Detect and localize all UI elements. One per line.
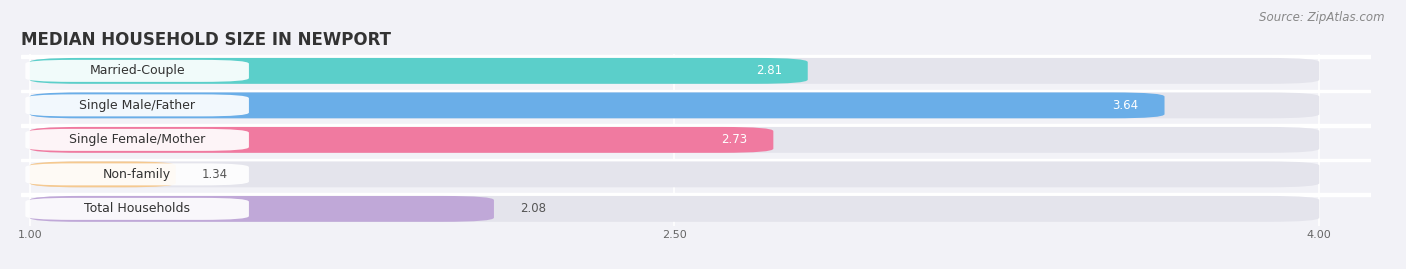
FancyBboxPatch shape xyxy=(30,161,176,187)
Text: 1.34: 1.34 xyxy=(201,168,228,181)
Text: Married-Couple: Married-Couple xyxy=(90,64,186,77)
FancyBboxPatch shape xyxy=(30,196,1319,222)
FancyBboxPatch shape xyxy=(30,58,1319,84)
FancyBboxPatch shape xyxy=(25,198,249,220)
Text: 3.64: 3.64 xyxy=(1112,99,1139,112)
FancyBboxPatch shape xyxy=(25,129,249,151)
Text: 2.08: 2.08 xyxy=(520,202,546,215)
Bar xyxy=(21,90,1371,93)
FancyBboxPatch shape xyxy=(30,196,494,222)
FancyBboxPatch shape xyxy=(30,127,773,153)
Bar xyxy=(21,159,1371,161)
Text: Single Male/Father: Single Male/Father xyxy=(79,99,195,112)
FancyBboxPatch shape xyxy=(30,58,807,84)
Text: Single Female/Mother: Single Female/Mother xyxy=(69,133,205,146)
FancyBboxPatch shape xyxy=(30,93,1319,118)
FancyBboxPatch shape xyxy=(30,161,1319,187)
Text: Source: ZipAtlas.com: Source: ZipAtlas.com xyxy=(1260,11,1385,24)
Text: Non-family: Non-family xyxy=(103,168,172,181)
Text: MEDIAN HOUSEHOLD SIZE IN NEWPORT: MEDIAN HOUSEHOLD SIZE IN NEWPORT xyxy=(21,31,391,49)
FancyBboxPatch shape xyxy=(25,94,249,116)
Text: Total Households: Total Households xyxy=(84,202,190,215)
FancyBboxPatch shape xyxy=(30,127,1319,153)
Text: 2.81: 2.81 xyxy=(756,64,782,77)
Bar xyxy=(21,193,1371,196)
FancyBboxPatch shape xyxy=(30,93,1164,118)
Bar xyxy=(21,55,1371,58)
Bar xyxy=(21,124,1371,127)
FancyBboxPatch shape xyxy=(25,163,249,185)
FancyBboxPatch shape xyxy=(25,60,249,82)
Text: 2.73: 2.73 xyxy=(721,133,748,146)
